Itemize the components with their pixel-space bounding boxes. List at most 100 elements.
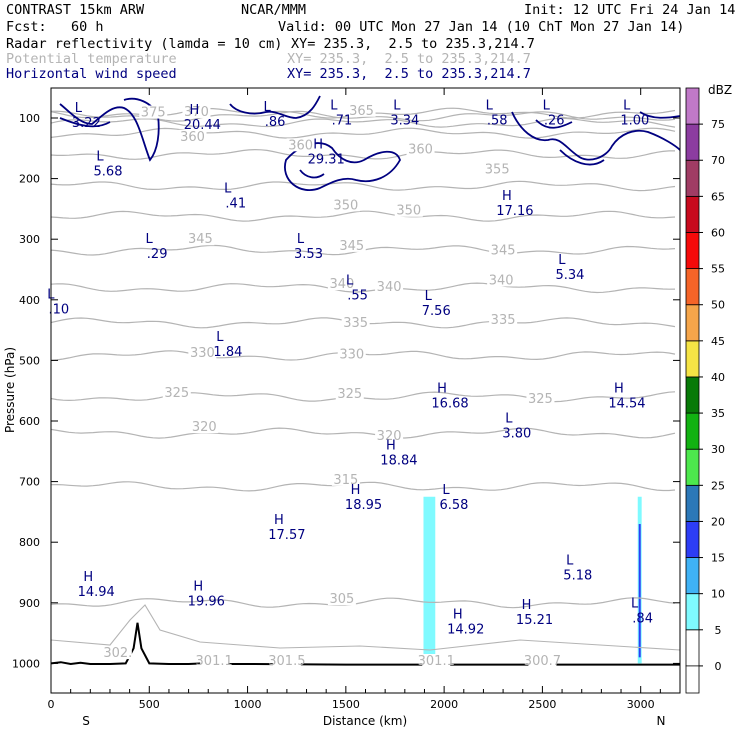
theta-label: 301.1 [196, 654, 233, 669]
wind-extremum-value: 1.00 [620, 114, 649, 129]
colorbar-swatch [685, 232, 700, 269]
wind-extremum-value: .26 [544, 114, 565, 129]
theta-label-bg [337, 238, 366, 252]
theta-label-bg [489, 243, 518, 257]
theta-contour-355 [51, 180, 676, 192]
theta-label: 330 [339, 347, 364, 362]
wind-extremum-type: L [442, 483, 450, 498]
theta-label-bg [327, 277, 356, 291]
theta-label-bg [528, 654, 557, 668]
theta-label-bg [487, 273, 516, 287]
y-axis-label: Pressure (hPa) [3, 347, 17, 433]
wind-extremum-value: 18.84 [380, 454, 417, 469]
wind-extremum-value: 17.57 [268, 528, 305, 543]
theta-label: 320 [377, 429, 402, 444]
wind-extremum-value: .10 [49, 303, 70, 318]
y-tick-label: 600 [19, 415, 40, 428]
theta-label: 370 [184, 105, 209, 120]
colorbar-swatch [685, 665, 700, 694]
wind-extremum-value: 3.34 [390, 114, 419, 129]
theta-label: 335 [343, 316, 368, 331]
y-tick-label: 1000 [12, 657, 40, 670]
wind-extremum-type: L [96, 149, 104, 164]
init-time: Init: 12 UTC Fri 24 Jan 14 [524, 2, 736, 18]
theta-label: 340 [489, 273, 514, 288]
theta-contour-350 [51, 210, 676, 222]
colorbar-tick-label: 35 [711, 407, 725, 420]
field-wind-xy: XY= 235.3, 2.5 to 235.3,214.7 [287, 66, 531, 82]
x-tick-label: 1000 [234, 698, 262, 711]
theta-label: 355 [485, 163, 510, 178]
wind-extremum-type: L [216, 330, 224, 345]
theta-label: 350 [396, 204, 421, 219]
colorbar-swatch [685, 412, 700, 450]
x-axis-south-end: S [82, 714, 90, 728]
colorbar-swatch [685, 304, 700, 342]
theta-label: 305 [329, 592, 354, 607]
wind-contour [299, 169, 325, 179]
wind-extremum-type: L [623, 99, 631, 114]
wind-extremum-value: .41 [225, 197, 246, 212]
theta-label-bg [182, 104, 211, 118]
y-tick-label: 500 [19, 354, 40, 367]
wind-extremum-value: 17.16 [496, 204, 533, 219]
wind-extremum-value: 3.53 [294, 247, 323, 262]
theta-label: 315 [333, 473, 358, 488]
theta-label: 325 [528, 392, 553, 407]
x-tick-label: 1500 [332, 698, 360, 711]
colorbar-swatch [685, 195, 700, 233]
colorbar-swatch [685, 521, 700, 558]
theta-label: 301.1 [418, 654, 455, 669]
y-tick-label: 200 [19, 173, 40, 186]
theta-label-bg [483, 162, 512, 176]
wind-extremum-type: L [486, 99, 494, 114]
theta-label: 360 [180, 130, 205, 145]
wind-extremum-value: 16.68 [431, 397, 468, 412]
theta-label-bg [272, 654, 301, 668]
colorbar-tick-label: 5 [715, 624, 722, 637]
theta-label-bg [375, 429, 404, 443]
theta-label: 360 [408, 143, 433, 158]
wind-contour [559, 149, 605, 166]
wind-extremum-value: 14.94 [78, 585, 115, 600]
theta-label-bg [103, 646, 132, 660]
colorbar-tick-label: 15 [711, 552, 725, 565]
theta-label-bg [347, 103, 376, 117]
y-tick-label: 800 [19, 536, 40, 549]
theta-label: 365 [349, 104, 374, 119]
theta-label: 345 [188, 232, 213, 247]
colorbar-tick-label: 50 [711, 299, 725, 312]
wind-extremum-type: H [437, 382, 447, 397]
wind-extremum-value: 1.84 [213, 345, 242, 360]
theta-label: 325 [164, 386, 189, 401]
wind-extremum-type: L [75, 101, 83, 116]
theta-label: 340 [377, 280, 402, 295]
wind-extremum-type: H [351, 483, 361, 498]
colorbar-tick-label: 70 [711, 154, 725, 167]
wind-extremum-value: 5.68 [94, 164, 123, 179]
wind-extremum-value: 5.34 [555, 268, 584, 283]
theta-label: 335 [491, 313, 516, 328]
colorbar-swatch [685, 484, 700, 522]
y-tick-label: 100 [19, 112, 40, 125]
y-tick-label: 300 [19, 233, 40, 246]
wind-extremum-value: 6.58 [439, 498, 468, 513]
wind-extremum-type: L [346, 274, 354, 289]
colorbar-swatch [685, 448, 700, 486]
valid-time: Valid: 00 UTC Mon 27 Jan 14 (10 ChT Mon … [278, 19, 685, 35]
theta-label-bg [375, 280, 404, 294]
theta-label: 345 [339, 239, 364, 254]
theta-label-bg [489, 312, 518, 326]
wind-extremum-value: 18.95 [345, 498, 382, 513]
wind-extremum-value: 15.21 [516, 613, 553, 628]
wind-contour [284, 142, 401, 191]
x-tick-label: 3000 [627, 698, 655, 711]
theta-label: 375 [141, 106, 166, 121]
colorbar-tick-label: 75 [711, 118, 725, 131]
chart-title-center: NCAR/MMM [241, 2, 307, 18]
x-axis-north-end: N [657, 714, 666, 728]
wind-extremum-type: L [543, 99, 551, 114]
wind-contour [511, 111, 680, 161]
wind-extremum-value: .84 [632, 612, 653, 627]
wind-extremum-type: L [263, 100, 271, 115]
